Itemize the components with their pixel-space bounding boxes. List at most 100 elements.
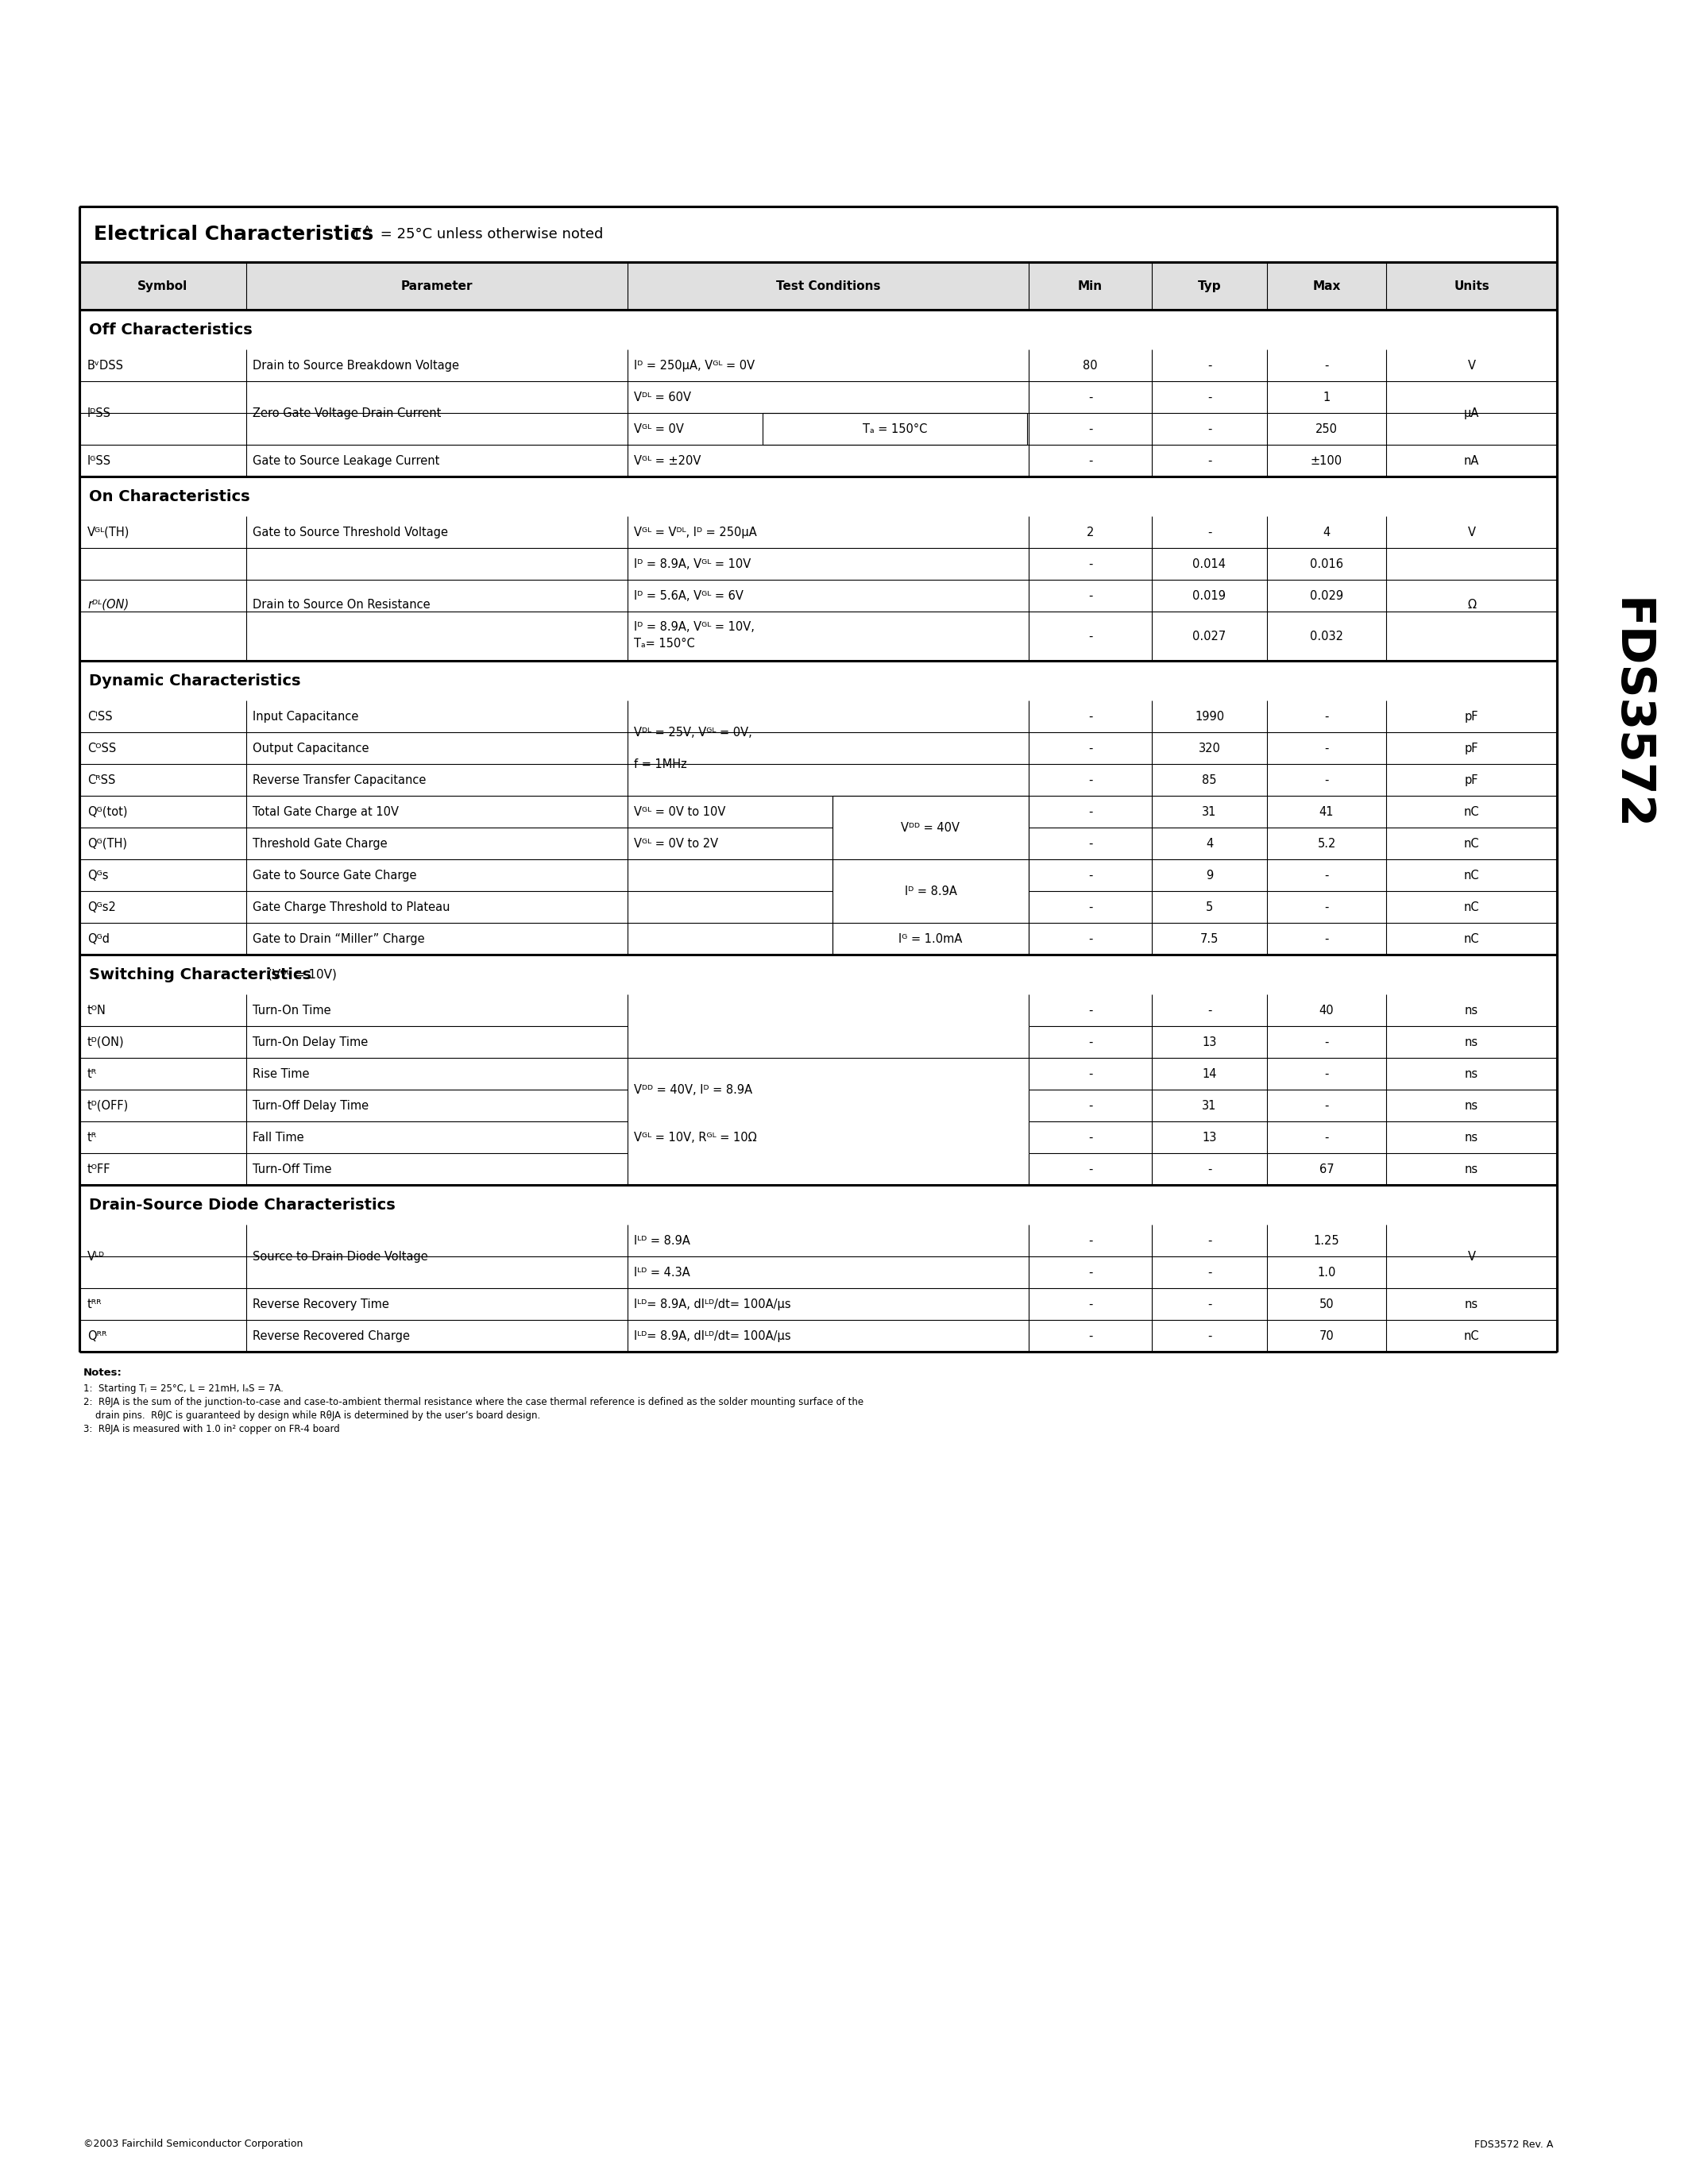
Text: Vᴳᴸ = 0V to 10V: Vᴳᴸ = 0V to 10V	[635, 806, 726, 817]
Text: Input Capacitance: Input Capacitance	[253, 710, 358, 723]
Text: 4: 4	[1205, 836, 1214, 850]
Text: CᴿSS: CᴿSS	[88, 773, 115, 786]
Text: -: -	[1325, 1035, 1328, 1048]
Text: Qᴳ(tot): Qᴳ(tot)	[88, 806, 128, 817]
Text: Turn-Off Delay Time: Turn-Off Delay Time	[253, 1099, 368, 1112]
Text: Output Capacitance: Output Capacitance	[253, 743, 370, 753]
Text: 85: 85	[1202, 773, 1217, 786]
Text: -: -	[1089, 557, 1092, 570]
Text: 7.5: 7.5	[1200, 933, 1219, 946]
Text: Turn-Off Time: Turn-Off Time	[253, 1164, 331, 1175]
Text: Source to Drain Diode Voltage: Source to Drain Diode Voltage	[253, 1251, 429, 1262]
Text: -: -	[1325, 360, 1328, 371]
Text: -: -	[1207, 1164, 1212, 1175]
Text: 9: 9	[1205, 869, 1214, 880]
Text: Reverse Transfer Capacitance: Reverse Transfer Capacitance	[253, 773, 425, 786]
Text: -: -	[1089, 1068, 1092, 1079]
Text: Tₐ= 150°C: Tₐ= 150°C	[635, 638, 695, 649]
Text: -: -	[1089, 424, 1092, 435]
Text: Qᴳs2: Qᴳs2	[88, 902, 116, 913]
Text: Vᴰᴰ = 40V, Iᴰ = 8.9A: Vᴰᴰ = 40V, Iᴰ = 8.9A	[635, 1083, 753, 1096]
Text: Vᴰᴸ = 25V, Vᴳᴸ = 0V,: Vᴰᴸ = 25V, Vᴳᴸ = 0V,	[635, 727, 753, 738]
Text: (Vᴳᴸ = 10V): (Vᴳᴸ = 10V)	[263, 968, 336, 981]
Text: Off Characteristics: Off Characteristics	[89, 321, 253, 336]
Text: Iᴸᴰ= 8.9A, dIᴸᴰ/dt= 100A/μs: Iᴸᴰ= 8.9A, dIᴸᴰ/dt= 100A/μs	[635, 1297, 792, 1310]
Text: -: -	[1089, 454, 1092, 467]
Text: V: V	[1467, 1251, 1475, 1262]
Text: -: -	[1325, 933, 1328, 946]
Text: 0.016: 0.016	[1310, 557, 1344, 570]
Text: -: -	[1325, 1068, 1328, 1079]
Text: Turn-On Time: Turn-On Time	[253, 1005, 331, 1016]
Text: -: -	[1089, 1330, 1092, 1341]
Text: -: -	[1089, 1164, 1092, 1175]
Text: Vᴰᴸ = 60V: Vᴰᴸ = 60V	[635, 391, 690, 404]
Text: Qᴳd: Qᴳd	[88, 933, 110, 946]
Text: Gate to Drain “Miller” Charge: Gate to Drain “Miller” Charge	[253, 933, 425, 946]
Text: -: -	[1207, 526, 1212, 537]
Text: μA: μA	[1463, 406, 1479, 419]
Text: Drain-Source Diode Characteristics: Drain-Source Diode Characteristics	[89, 1197, 395, 1212]
Text: -: -	[1325, 902, 1328, 913]
Text: tᴼFF: tᴼFF	[88, 1164, 111, 1175]
Text: 31: 31	[1202, 806, 1217, 817]
Text: -: -	[1207, 391, 1212, 404]
Text: Iᴰ = 250μA, Vᴳᴸ = 0V: Iᴰ = 250μA, Vᴳᴸ = 0V	[635, 360, 755, 371]
Text: Iᴰ = 8.9A, Vᴳᴸ = 10V,: Iᴰ = 8.9A, Vᴳᴸ = 10V,	[635, 620, 755, 633]
Text: nC: nC	[1463, 806, 1479, 817]
Text: V: V	[1467, 526, 1475, 537]
Text: 0.014: 0.014	[1193, 557, 1225, 570]
Text: 1: 1	[1323, 391, 1330, 404]
Text: -: -	[1089, 391, 1092, 404]
Text: Iᴰ = 8.9A, Vᴳᴸ = 10V: Iᴰ = 8.9A, Vᴳᴸ = 10V	[635, 557, 751, 570]
Text: Iᴰ = 8.9A: Iᴰ = 8.9A	[905, 885, 957, 898]
Text: Iᴳ = 1.0mA: Iᴳ = 1.0mA	[898, 933, 962, 946]
Bar	[79, 262, 1556, 310]
Text: Vᴳᴸ = 0V to 2V: Vᴳᴸ = 0V to 2V	[635, 836, 717, 850]
Text: Qᴳ(TH): Qᴳ(TH)	[88, 836, 127, 850]
Text: Rise Time: Rise Time	[253, 1068, 309, 1079]
Text: -: -	[1089, 1099, 1092, 1112]
Text: Qᴿᴿ: Qᴿᴿ	[88, 1330, 106, 1341]
Text: tᴰ(ON): tᴰ(ON)	[88, 1035, 125, 1048]
Text: Gate to Source Threshold Voltage: Gate to Source Threshold Voltage	[253, 526, 447, 537]
Text: = 25°C unless otherwise noted: = 25°C unless otherwise noted	[376, 227, 603, 242]
Text: -: -	[1089, 902, 1092, 913]
Text: -: -	[1089, 590, 1092, 601]
Text: Drain to Source On Resistance: Drain to Source On Resistance	[253, 598, 430, 609]
Text: 41: 41	[1320, 806, 1334, 817]
Text: 0.027: 0.027	[1193, 631, 1225, 642]
Text: Min: Min	[1079, 280, 1102, 293]
Text: 0.032: 0.032	[1310, 631, 1344, 642]
Text: Threshold Gate Charge: Threshold Gate Charge	[253, 836, 387, 850]
Text: 1.0: 1.0	[1317, 1267, 1335, 1278]
Text: 31: 31	[1202, 1099, 1217, 1112]
Text: -: -	[1089, 710, 1092, 723]
Text: 13: 13	[1202, 1131, 1217, 1142]
Text: 14: 14	[1202, 1068, 1217, 1079]
Text: Iᴰ = 5.6A, Vᴳᴸ = 6V: Iᴰ = 5.6A, Vᴳᴸ = 6V	[635, 590, 743, 601]
Text: FDS3572 Rev. A: FDS3572 Rev. A	[1474, 2138, 1553, 2149]
Text: ns: ns	[1465, 1005, 1479, 1016]
Text: On Characteristics: On Characteristics	[89, 489, 250, 505]
Text: Test Conditions: Test Conditions	[776, 280, 881, 293]
Text: pF: pF	[1465, 773, 1479, 786]
Text: -: -	[1089, 773, 1092, 786]
Text: Total Gate Charge at 10V: Total Gate Charge at 10V	[253, 806, 398, 817]
Text: Vᴰᴰ = 40V: Vᴰᴰ = 40V	[901, 821, 960, 834]
Text: 2:  RθJA is the sum of the junction-to-case and case-to-ambient thermal resistan: 2: RθJA is the sum of the junction-to-ca…	[83, 1398, 864, 1406]
Text: 1.25: 1.25	[1313, 1234, 1340, 1247]
Text: 4: 4	[1323, 526, 1330, 537]
Text: -: -	[1325, 773, 1328, 786]
Text: 5: 5	[1205, 902, 1214, 913]
Text: 13: 13	[1202, 1035, 1217, 1048]
Text: Dynamic Characteristics: Dynamic Characteristics	[89, 673, 300, 688]
Text: Drain to Source Breakdown Voltage: Drain to Source Breakdown Voltage	[253, 360, 459, 371]
Text: Fall Time: Fall Time	[253, 1131, 304, 1142]
Text: -: -	[1089, 806, 1092, 817]
Text: -: -	[1089, 1005, 1092, 1016]
Text: 2: 2	[1087, 526, 1094, 537]
Text: Reverse Recovered Charge: Reverse Recovered Charge	[253, 1330, 410, 1341]
Text: Iᴸᴰ = 8.9A: Iᴸᴰ = 8.9A	[635, 1234, 690, 1247]
Text: nC: nC	[1463, 836, 1479, 850]
